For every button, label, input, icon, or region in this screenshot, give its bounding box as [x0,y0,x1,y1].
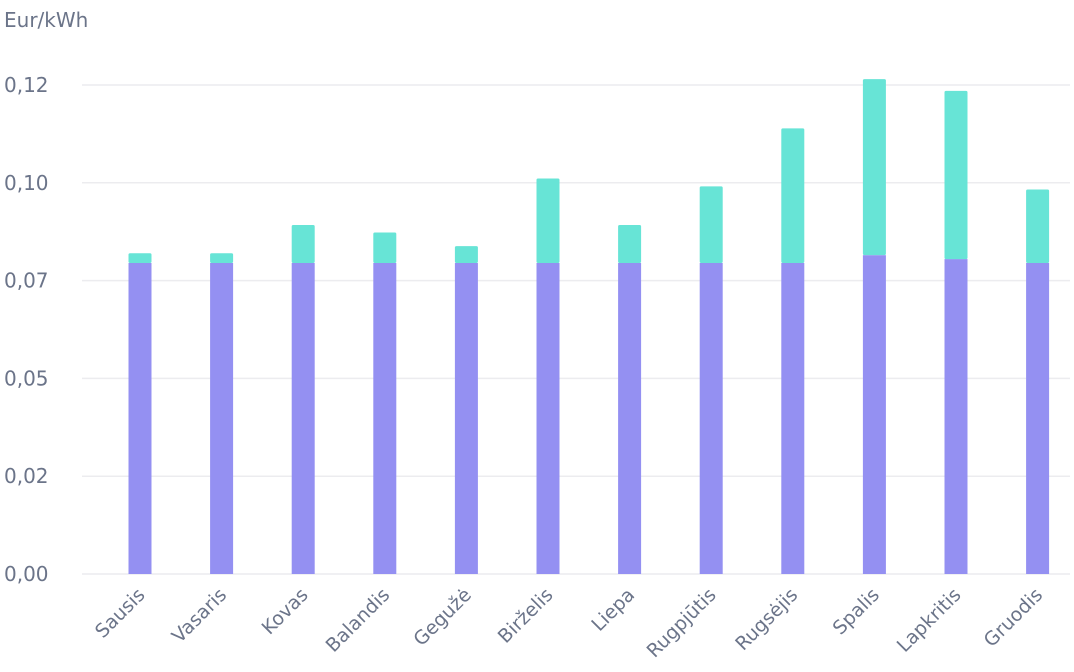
bar-segment-top [373,232,397,263]
y-axis-unit-label: Eur/kWh [4,8,88,32]
bar-segment-top [291,225,315,263]
x-tick-label: Rugpjūtis [643,584,721,662]
x-tick-label: Kovas [258,584,313,639]
bar-segment-base [781,262,805,574]
bars [128,79,1050,574]
bar-segment-base [373,262,397,574]
x-tick-label: Sausis [91,584,150,643]
bar-segment-base [699,262,723,574]
x-tick-label: Vasaris [168,584,231,647]
y-axis-tick-labels: 0,00 0,02 0,05 0,07 0,10 0,12 [4,73,49,586]
x-tick-label: Rugsėjis [731,584,802,655]
bar-segment-base [536,262,560,574]
x-axis-category-labels: Sausis Vasaris Kovas Balandis Gegužė Birželis… [91,584,1047,662]
y-tick-label: 0,02 [4,464,49,488]
x-tick-label: Birželis [494,584,558,648]
bar-segment-top [1026,189,1050,263]
bar-segment-top [454,246,478,263]
bar-segment-base [862,255,886,574]
x-tick-label: Gegužė [409,584,476,651]
x-tick-label: Liepa [587,584,639,636]
y-tick-label: 0,05 [4,366,49,390]
bar-segment-base [128,262,152,574]
bar-segment-top [699,186,723,263]
bar-segment-base [944,259,968,574]
x-tick-label: Lapkritis [893,584,966,657]
bar-segment-base [1026,262,1050,574]
bar-segment-top [944,90,968,260]
gridlines [82,84,1070,575]
bar-segment-base [454,262,478,574]
y-tick-label: 0,00 [4,562,49,586]
bar-segment-base [618,262,642,574]
x-tick-label: Spalis [829,584,884,639]
y-tick-label: 0,10 [4,171,49,195]
bar-segment-base [210,262,234,574]
bar-segment-top [128,253,152,263]
y-tick-label: 0,12 [4,73,49,97]
bar-segment-top [862,79,886,256]
bar-segment-top [210,253,234,263]
bar-segment-base [291,262,315,574]
x-tick-label: Balandis [322,584,395,657]
x-tick-label: Gruodis [980,584,1047,651]
bar-segment-top [536,178,560,263]
bar-segment-top [618,225,642,263]
y-tick-label: 0,07 [4,269,49,293]
bar-segment-top [781,128,805,263]
